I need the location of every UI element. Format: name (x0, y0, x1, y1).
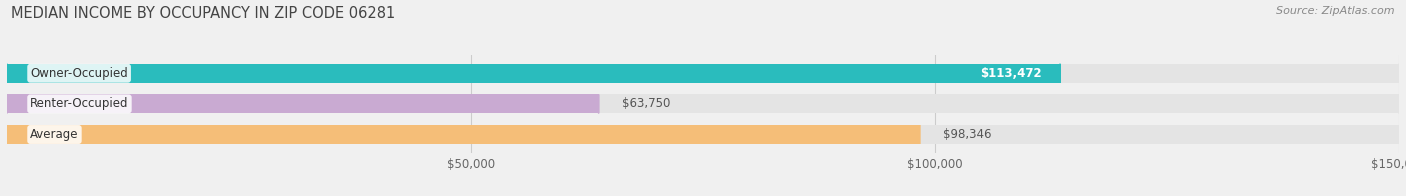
Bar (7, 94, 1399, 113)
Bar (7, 94, 599, 113)
Text: Renter-Occupied: Renter-Occupied (31, 97, 129, 110)
Text: $113,472: $113,472 (980, 67, 1042, 80)
Bar (7, 64, 1060, 83)
Text: Source: ZipAtlas.com: Source: ZipAtlas.com (1277, 6, 1395, 16)
Text: MEDIAN INCOME BY OCCUPANCY IN ZIP CODE 06281: MEDIAN INCOME BY OCCUPANCY IN ZIP CODE 0… (11, 6, 395, 21)
Text: Owner-Occupied: Owner-Occupied (31, 67, 128, 80)
Text: $98,346: $98,346 (943, 128, 991, 141)
Text: $63,750: $63,750 (621, 97, 671, 110)
Bar (7, 125, 1399, 144)
Bar (7, 125, 920, 144)
Text: Average: Average (31, 128, 79, 141)
Bar (7, 64, 1399, 83)
